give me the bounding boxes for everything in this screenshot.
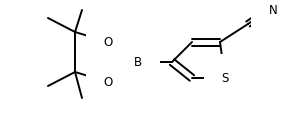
Text: B: B: [134, 55, 142, 69]
Text: S: S: [221, 72, 229, 84]
Text: O: O: [103, 36, 113, 48]
Text: N: N: [269, 3, 277, 17]
Text: O: O: [103, 75, 113, 89]
